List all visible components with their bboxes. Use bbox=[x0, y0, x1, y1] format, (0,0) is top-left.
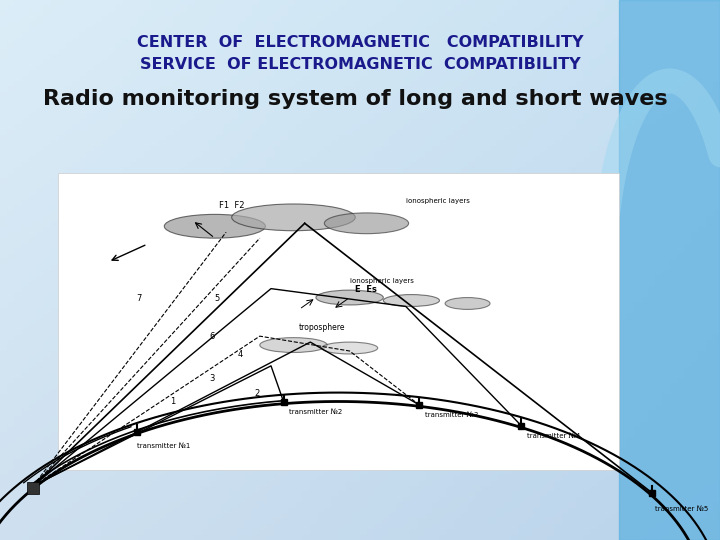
Ellipse shape bbox=[445, 298, 490, 309]
Ellipse shape bbox=[260, 338, 327, 353]
Text: transmitter №5: transmitter №5 bbox=[654, 505, 708, 512]
Bar bbox=[27, 482, 39, 494]
Text: 2: 2 bbox=[254, 389, 259, 397]
Text: 6: 6 bbox=[210, 332, 215, 341]
Text: transmitter №2: transmitter №2 bbox=[289, 409, 343, 415]
Text: ionospheric layers: ionospheric layers bbox=[406, 198, 469, 204]
Text: 4: 4 bbox=[238, 350, 243, 359]
Text: F1  F2: F1 F2 bbox=[219, 201, 245, 211]
Text: CENTER  OF  ELECTROMAGNETIC   COMPATIBILITY: CENTER OF ELECTROMAGNETIC COMPATIBILITY bbox=[137, 35, 583, 50]
FancyBboxPatch shape bbox=[58, 173, 619, 470]
Text: 1: 1 bbox=[170, 397, 175, 407]
Ellipse shape bbox=[232, 204, 355, 231]
Text: transmitter №3: transmitter №3 bbox=[425, 411, 478, 417]
Text: SERVICE  OF ELECTROMAGNETIC  COMPATIBILITY: SERVICE OF ELECTROMAGNETIC COMPATIBILITY bbox=[140, 57, 580, 72]
Text: 3: 3 bbox=[210, 374, 215, 383]
Text: 7: 7 bbox=[136, 294, 142, 302]
Text: troposphere: troposphere bbox=[298, 323, 345, 332]
Text: transmitter №1: transmitter №1 bbox=[137, 443, 190, 449]
Text: 5: 5 bbox=[215, 294, 220, 302]
Text: ionospheric layers: ionospheric layers bbox=[350, 278, 413, 284]
Ellipse shape bbox=[383, 294, 439, 306]
Ellipse shape bbox=[316, 290, 383, 305]
Text: transmitter №4: transmitter №4 bbox=[527, 433, 580, 438]
Text: Radio monitoring system of long and short waves: Radio monitoring system of long and shor… bbox=[43, 89, 668, 109]
Ellipse shape bbox=[324, 213, 409, 234]
Ellipse shape bbox=[322, 342, 378, 354]
Ellipse shape bbox=[164, 214, 266, 238]
Text: E  Es: E Es bbox=[355, 285, 377, 294]
Polygon shape bbox=[619, 0, 720, 540]
